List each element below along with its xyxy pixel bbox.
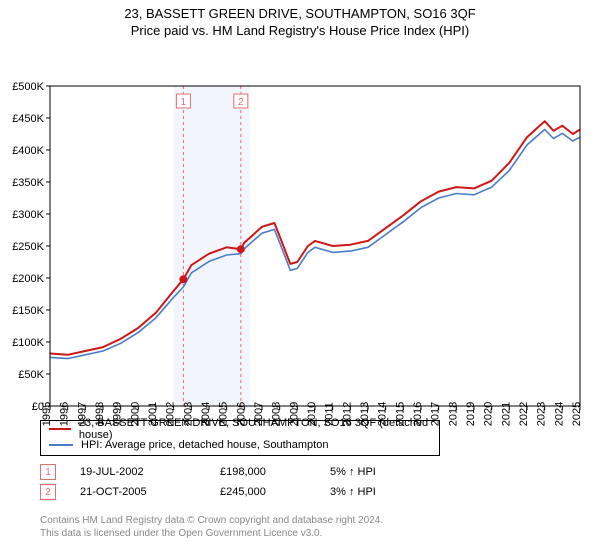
- ytick-label: £50K: [18, 369, 44, 381]
- ytick-label: £450K: [12, 113, 44, 125]
- sale-dot: [237, 245, 245, 253]
- series-hpi: [50, 130, 580, 359]
- title-address: 23, BASSETT GREEN DRIVE, SOUTHAMPTON, SO…: [0, 6, 600, 21]
- ytick-label: £300K: [12, 209, 44, 221]
- chart-titles: 23, BASSETT GREEN DRIVE, SOUTHAMPTON, SO…: [0, 0, 600, 38]
- xtick-label: 2020: [483, 402, 495, 426]
- xtick-label: 2025: [571, 402, 583, 426]
- footer-line1: Contains HM Land Registry data © Crown c…: [40, 514, 383, 527]
- sale-pct: 3% ↑ HPI: [330, 486, 450, 498]
- legend-item: 23, BASSETT GREEN DRIVE, SOUTHAMPTON, SO…: [41, 421, 439, 437]
- sale-dot: [179, 275, 187, 283]
- sale-pct: 5% ↑ HPI: [330, 466, 450, 478]
- sale-marker-label: 1: [181, 97, 187, 108]
- footer-attribution: Contains HM Land Registry data © Crown c…: [40, 514, 383, 540]
- ytick-label: £500K: [12, 81, 44, 93]
- ytick-label: £150K: [12, 305, 44, 317]
- legend-swatch: [49, 428, 71, 430]
- table-row: 1 19-JUL-2002£198,0005% ↑ HPI: [40, 462, 450, 482]
- xtick-label: 2024: [553, 402, 565, 426]
- series-address: [50, 121, 580, 355]
- xtick-label: 2018: [447, 402, 459, 426]
- table-row: 2 21-OCT-2005£245,0003% ↑ HPI: [40, 482, 450, 502]
- xtick-label: 2021: [500, 402, 512, 426]
- sale-price: £198,000: [220, 466, 330, 478]
- ytick-label: £350K: [12, 177, 44, 189]
- legend: 23, BASSETT GREEN DRIVE, SOUTHAMPTON, SO…: [40, 420, 440, 456]
- highlight-band: [174, 86, 250, 406]
- sale-price: £245,000: [220, 486, 330, 498]
- sale-date: 21-OCT-2005: [80, 486, 220, 498]
- legend-swatch: [49, 444, 73, 446]
- sale-marker-label: 2: [238, 97, 244, 108]
- xtick-label: 2022: [518, 402, 530, 426]
- ytick-label: £200K: [12, 273, 44, 285]
- legend-label: 23, BASSETT GREEN DRIVE, SOUTHAMPTON, SO…: [79, 417, 431, 441]
- sale-marker: 1: [40, 464, 56, 480]
- sale-marker: 2: [40, 484, 56, 500]
- ytick-label: £250K: [12, 241, 44, 253]
- title-subtitle: Price paid vs. HM Land Registry's House …: [0, 23, 600, 38]
- ytick-label: £100K: [12, 337, 44, 349]
- xtick-label: 2019: [465, 402, 477, 426]
- xtick-label: 2023: [536, 402, 548, 426]
- legend-label: HPI: Average price, detached house, Sout…: [81, 439, 328, 451]
- plot-frame: [50, 86, 580, 406]
- sales-table: 1 19-JUL-2002£198,0005% ↑ HPI 2 21-OCT-2005…: [40, 462, 450, 502]
- sale-date: 19-JUL-2002: [80, 466, 220, 478]
- ytick-label: £400K: [12, 145, 44, 157]
- price-chart: 12£0£50K£100K£150K£200K£250K£300K£350K£4…: [0, 38, 600, 448]
- footer-line2: This data is licensed under the Open Gov…: [40, 527, 383, 540]
